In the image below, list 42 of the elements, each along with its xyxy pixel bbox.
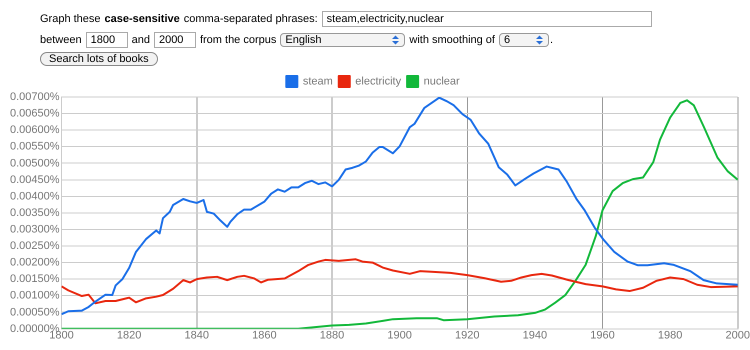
x-tick-label: 1900 [387,329,412,342]
x-tick-label: 1960 [590,329,615,342]
x-tick-label: 1940 [522,329,548,342]
text: Graph these [40,13,101,25]
legend-label: steam [302,76,333,88]
y-tick-label: 0.00150% [10,273,60,286]
x-tick-label: 1880 [320,329,344,342]
x-tick-label: 1840 [184,329,210,342]
text: comma-separated phrases: [184,13,318,25]
text: and [132,34,150,46]
text: Search lots of books [40,52,158,66]
text: English [285,34,322,46]
text: 2000 [154,32,196,48]
text: from the corpus [200,34,276,46]
y-tick-label: 0.00100% [10,290,60,302]
x-tick-label: 1980 [658,329,682,342]
text: steam,electricity,nuclear [322,11,652,27]
y-tick-label: 0.00500% [10,157,60,170]
legend-label: nuclear [424,76,460,88]
text: with smoothing of [409,34,495,46]
y-tick-label: 0.00600% [10,124,60,136]
y-tick-label: 0.00700% [10,91,60,104]
legend-label: electricity [355,76,402,88]
y-tick-label: 0.00200% [10,256,60,269]
y-tick-label: 0.00400% [10,190,60,202]
x-tick-label: 1920 [455,329,480,342]
x-tick-label: 1860 [252,329,277,342]
text: . [550,34,554,46]
y-tick-label: 0.00300% [10,223,60,236]
text: 6 [504,34,510,46]
y-tick-label: 0.00050% [10,306,60,318]
y-tick-label: 0.00450% [10,174,60,186]
y-tick-label: 0.00250% [10,240,60,252]
x-tick-label: 1820 [116,329,142,342]
text: case-sensitive [104,13,180,25]
y-tick-label: 0.00350% [10,206,60,219]
text: 1800 [86,32,128,48]
x-tick-label: 1800 [49,329,74,342]
y-tick-label: 0.00650% [10,108,60,120]
text: between [40,34,82,46]
x-tick-label: 2000 [726,329,750,342]
y-tick-label: 0.00550% [10,140,60,153]
